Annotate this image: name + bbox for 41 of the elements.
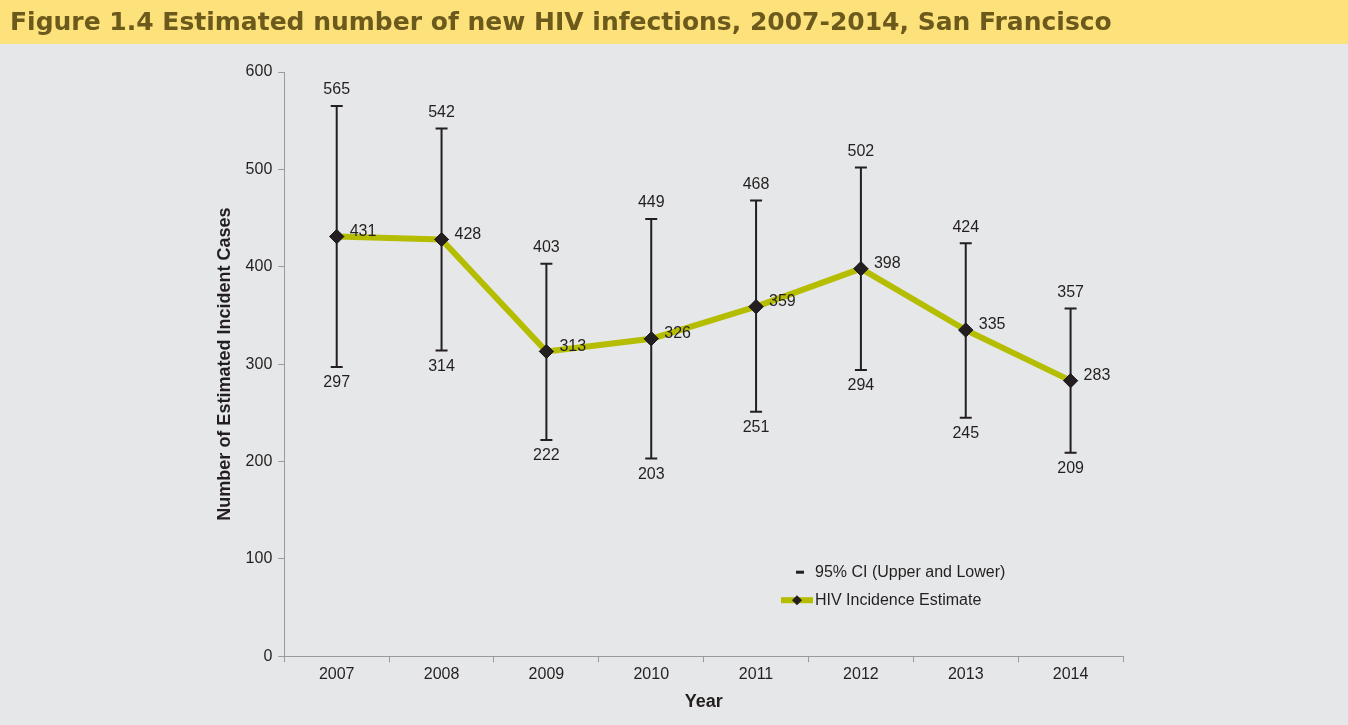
x-tick-label: 2012 <box>843 665 879 683</box>
data-label: 283 <box>1083 366 1111 384</box>
annotation: 449 <box>637 193 665 211</box>
annotation: 502 <box>847 141 875 159</box>
x-tick-label: 2014 <box>1052 665 1089 683</box>
annotation: 209 <box>1057 459 1085 477</box>
data-label: 335 <box>978 315 1006 333</box>
y-tick-label: 600 <box>245 62 273 80</box>
annotation: 297 <box>323 373 351 391</box>
annotation: 424 <box>952 217 980 235</box>
x-tick-label: 2013 <box>947 665 984 683</box>
annotation: 403 <box>533 238 560 256</box>
annotation: 95% CI (Upper and Lower) <box>815 562 1006 580</box>
x-tick-label: 2008 <box>423 665 460 683</box>
annotation: 294 <box>847 376 875 394</box>
data-label: 326 <box>664 324 692 342</box>
y-tick-label: 100 <box>245 549 273 567</box>
annotation: 542 <box>428 102 455 120</box>
annotation: 251 <box>742 418 770 436</box>
y-tick-label: 500 <box>245 159 273 177</box>
annotation: 245 <box>952 424 980 442</box>
legend-label: HIV Incidence Estimate <box>815 590 982 608</box>
y-tick-label: 200 <box>245 451 273 469</box>
x-tick-label: 2009 <box>528 665 565 683</box>
y-axis-title: Number of Estimated Incident Cases <box>213 207 234 521</box>
y-tick-label: 300 <box>245 354 273 372</box>
data-label: 428 <box>454 224 482 242</box>
x-tick-label: 2011 <box>738 665 774 683</box>
chart-title: Figure 1.4 Estimated number of new HIV infections, 2007-2014, San Francisco <box>0 0 1348 44</box>
x-axis-title: Year <box>684 691 723 712</box>
y-tick-label: 400 <box>245 257 273 275</box>
x-tick-label: 2010 <box>633 665 670 683</box>
annotation: 222 <box>533 446 560 464</box>
x-tick-label: 2007 <box>318 665 355 683</box>
annotation: 357 <box>1057 283 1085 301</box>
data-label: 398 <box>873 254 901 272</box>
y-tick-label: 0 <box>263 646 273 664</box>
annotation: 314 <box>428 356 455 374</box>
annotation: 203 <box>637 464 665 482</box>
annotation: 468 <box>742 174 770 192</box>
annotation: 565 <box>323 80 351 98</box>
